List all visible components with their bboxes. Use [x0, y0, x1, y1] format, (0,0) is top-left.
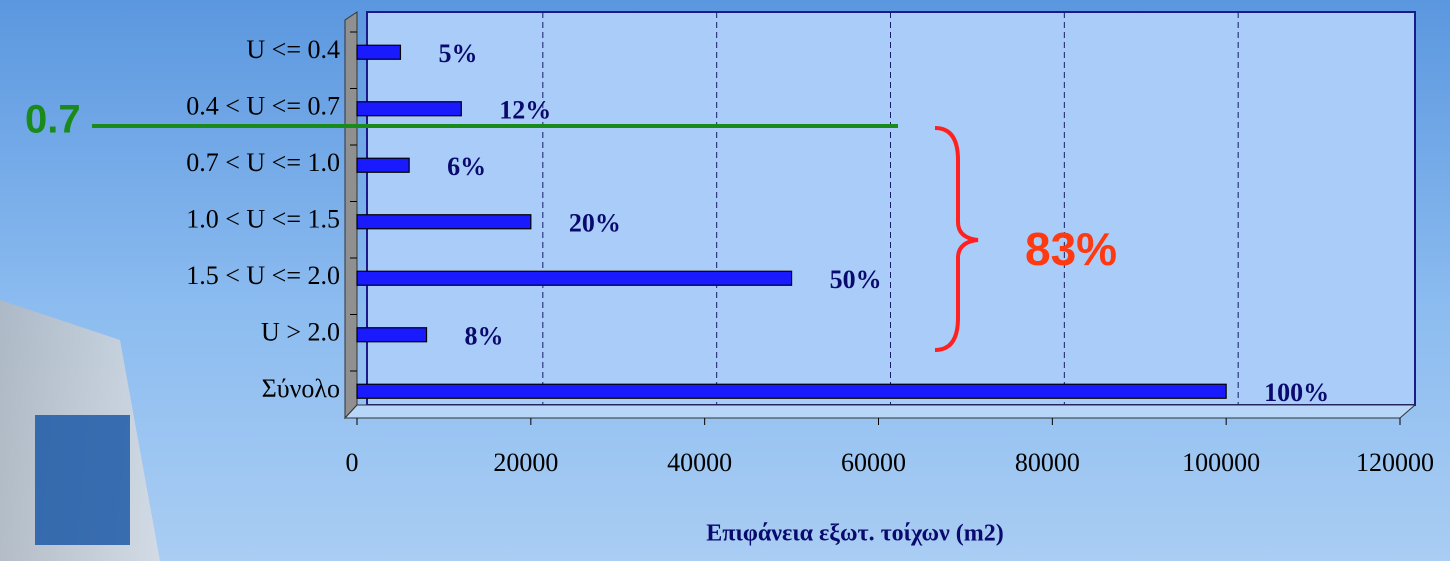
- bar-label: 20%: [569, 209, 621, 238]
- bar-label: 5%: [438, 39, 477, 68]
- bar: [356, 101, 462, 117]
- x-tick-label: 20000: [493, 448, 558, 477]
- plot-floor: [343, 404, 1417, 419]
- bar: [356, 270, 793, 286]
- bar: [356, 157, 410, 173]
- plot-side-wall: [344, 11, 358, 420]
- bar: [356, 383, 1227, 399]
- y-tick-label: 0.4 < U <= 0.7: [186, 92, 340, 121]
- bar-label: 50%: [830, 265, 882, 294]
- background-window: [35, 415, 130, 545]
- y-tick-label: 1.5 < U <= 2.0: [186, 261, 340, 290]
- y-tick-label: 1.0 < U <= 1.5: [186, 205, 340, 234]
- x-axis-title: Επιφάνεια εξωτ. τοίχων (m2): [706, 521, 1003, 547]
- x-tick-label: 100000: [1182, 448, 1260, 477]
- x-tick-label: 0: [346, 448, 359, 477]
- bar: [356, 44, 402, 60]
- bar: [356, 327, 428, 343]
- bar-label: 12%: [499, 96, 551, 125]
- y-tick-label: Σύνολο: [262, 374, 340, 403]
- x-tick-label: 80000: [1015, 448, 1080, 477]
- y-tick-label: 0.7 < U <= 1.0: [186, 148, 340, 177]
- x-tick-label: 60000: [841, 448, 906, 477]
- plot-back-wall: [366, 11, 1416, 406]
- group-total-label: 83%: [1025, 223, 1117, 275]
- bar: [356, 214, 532, 230]
- threshold-label: 0.7: [25, 98, 81, 142]
- x-tick-label: 40000: [667, 448, 732, 477]
- y-tick-label: U <= 0.4: [246, 35, 340, 64]
- bar-label: 6%: [447, 152, 486, 181]
- group-brace: [934, 126, 979, 352]
- y-tick-label: U > 2.0: [261, 318, 340, 347]
- x-tick-label: 120000: [1356, 448, 1434, 477]
- bar-label: 100%: [1264, 378, 1329, 407]
- bar-label: 8%: [465, 322, 504, 351]
